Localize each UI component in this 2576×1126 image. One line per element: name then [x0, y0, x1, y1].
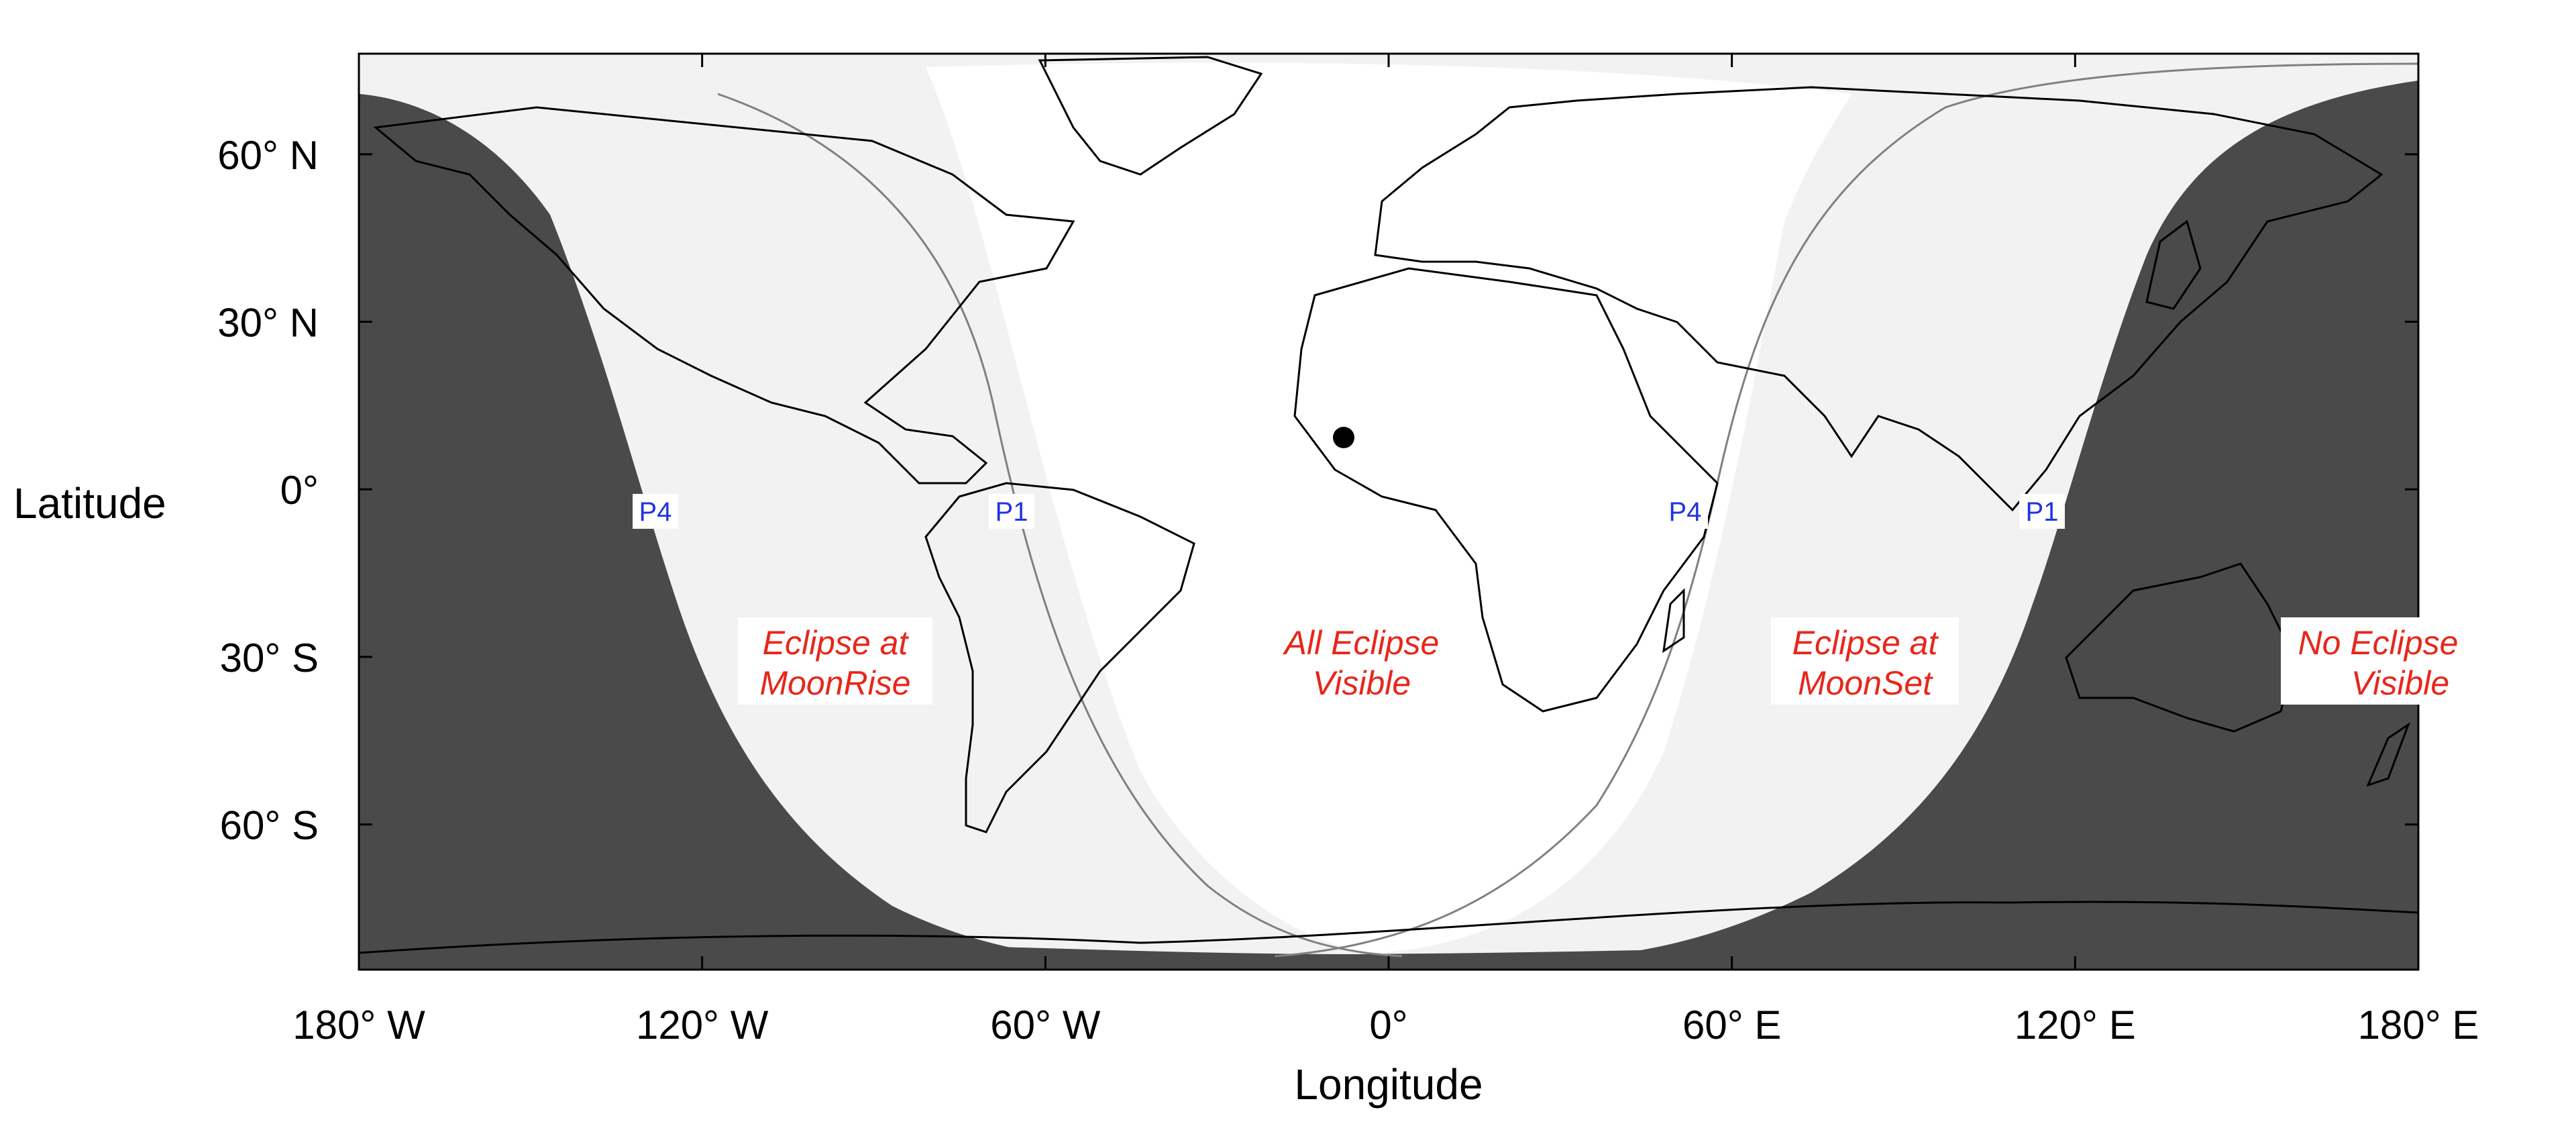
x-axis-ticks: 180° W 120° W 60° W 0° 60° E 120° E 180° E: [292, 54, 2479, 1047]
p1-west-curve: [717, 93, 1403, 958]
svg-text:Eclipse at: Eclipse at: [1792, 624, 1939, 662]
region-label-moonrise: Eclipse at MoonRise: [738, 617, 932, 705]
madagascar-outline: [1662, 588, 1685, 654]
y-tick-label: 0°: [280, 468, 319, 513]
africa-outline: [1293, 267, 1719, 713]
contact-label-p4-west: P4: [633, 494, 678, 529]
contact-label-p1-west: P1: [989, 494, 1034, 529]
svg-text:No Eclipse: No Eclipse: [2298, 624, 2459, 662]
x-tick-label: 0°: [1369, 1003, 1407, 1047]
contact-label-p1-east: P1: [2019, 494, 2065, 529]
x-axis-title: Longitude: [1294, 1060, 1483, 1109]
y-tick-label: 30° S: [220, 635, 319, 680]
japan-outline: [2145, 219, 2202, 310]
night-region-west: [359, 94, 1100, 970]
antarctic-night-strip: [359, 938, 2418, 970]
y-axis-title: Latitude: [13, 479, 166, 527]
greatest-eclipse-marker: [1333, 427, 1354, 448]
full-visibility-region: [926, 62, 1851, 953]
y-tick-label: 60° N: [217, 133, 319, 178]
x-tick-label: 120° E: [2015, 1003, 2136, 1047]
antarctica-outline: [358, 901, 2419, 954]
north-america-outline: [373, 106, 1075, 484]
svg-text:Eclipse at: Eclipse at: [763, 624, 910, 662]
eurasia-outline: [1374, 86, 2383, 512]
x-tick-label: 120° W: [636, 1003, 769, 1047]
new-zealand-outline: [2366, 722, 2411, 787]
region-label-moonset: Eclipse at MoonSet: [1771, 617, 1959, 705]
south-america-outline: [924, 482, 1195, 833]
contact-label-p4-east: P4: [1662, 494, 1708, 529]
x-tick-label: 180° E: [2358, 1003, 2479, 1047]
y-tick-label: 60° S: [220, 803, 319, 848]
coastlines: [358, 56, 2419, 954]
x-tick-label: 60° E: [1682, 1003, 1781, 1047]
x-tick-label: 60° W: [990, 1003, 1100, 1047]
svg-text:P4: P4: [639, 497, 672, 527]
y-tick-label: 30° N: [217, 301, 319, 346]
night-region-east: [1543, 81, 2418, 970]
region-label-no-eclipse: No Eclipse Visible: [2281, 617, 2475, 705]
p4-east-curve: [1274, 62, 2419, 958]
svg-text:P1: P1: [2026, 497, 2059, 527]
svg-text:All Eclipse: All Eclipse: [1283, 624, 1440, 662]
x-tick-label: 180° W: [292, 1003, 425, 1047]
svg-text:P4: P4: [1669, 497, 1702, 527]
region-label-all-visible: All Eclipse Visible: [1283, 624, 1440, 702]
svg-text:Visible: Visible: [1313, 664, 1411, 702]
svg-text:MoonSet: MoonSet: [1798, 664, 1933, 702]
greenland-outline: [1038, 56, 1263, 176]
svg-text:Visible: Visible: [2351, 664, 2449, 702]
svg-text:P1: P1: [996, 497, 1028, 527]
svg-text:MoonRise: MoonRise: [759, 664, 910, 702]
y-axis-ticks: 60° N 30° N 0° 30° S 60° S: [217, 133, 2418, 848]
